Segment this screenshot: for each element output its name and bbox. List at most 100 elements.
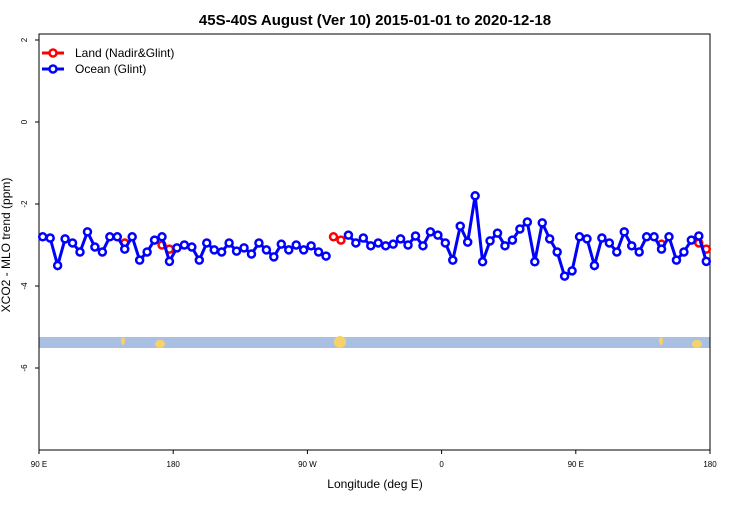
data-point <box>343 230 354 240</box>
data-point <box>45 233 55 243</box>
data-point <box>686 235 697 245</box>
data-point <box>194 255 205 265</box>
data-point <box>388 239 398 249</box>
data-point <box>209 245 219 255</box>
y-tick-label: -6 <box>20 364 29 372</box>
y-tick-label: 2 <box>20 37 29 42</box>
data-point <box>75 247 85 257</box>
data-point <box>418 241 428 251</box>
data-point <box>298 245 309 255</box>
data-point <box>52 260 63 271</box>
data-point <box>306 241 316 251</box>
data-point <box>641 232 652 242</box>
data-point <box>216 247 227 257</box>
data-point <box>492 228 503 238</box>
x-tick-label: 90 W <box>298 460 317 469</box>
data-point <box>694 231 704 241</box>
data-point <box>134 255 145 265</box>
data-point <box>462 237 473 247</box>
data-point <box>395 234 406 244</box>
data-point <box>261 245 272 255</box>
data-point <box>112 232 123 242</box>
data-point <box>448 255 458 265</box>
data-point <box>582 234 592 244</box>
data-point <box>67 238 78 248</box>
land-patch <box>155 340 165 348</box>
legend-marker <box>48 64 58 74</box>
land-patch <box>334 336 346 348</box>
data-point <box>82 227 93 237</box>
y-tick-label: -2 <box>20 200 29 208</box>
data-point <box>90 242 100 252</box>
data-point <box>574 232 585 242</box>
data-point <box>366 241 376 251</box>
chart-title: 45S-40S August (Ver 10) 2015-01-01 to 20… <box>199 12 551 29</box>
data-point <box>142 247 152 257</box>
data-point <box>664 232 674 242</box>
data-point <box>552 247 562 257</box>
data-point <box>589 260 600 271</box>
data-point <box>567 266 577 276</box>
data-point <box>485 236 495 246</box>
data-point <box>231 246 242 256</box>
data-point <box>671 255 682 265</box>
data-point <box>239 243 249 253</box>
x-tick-label: 180 <box>167 460 181 469</box>
data-point <box>336 235 346 245</box>
data-point <box>425 227 436 237</box>
data-point <box>373 238 383 248</box>
data-point <box>321 251 331 261</box>
data-point <box>313 247 324 257</box>
data-point <box>127 232 137 242</box>
data-point <box>537 218 547 228</box>
data-point <box>433 230 443 240</box>
data-point <box>403 240 413 250</box>
data-point <box>500 241 510 251</box>
data-point <box>187 242 197 252</box>
data-point <box>559 271 570 281</box>
data-point <box>269 252 279 262</box>
data-point <box>515 224 525 234</box>
data-point <box>612 247 622 257</box>
y-axis-label: XCO2 - MLO trend (ppm) <box>0 178 13 313</box>
data-point <box>522 217 533 227</box>
data-point <box>597 233 607 243</box>
data-point <box>410 231 421 241</box>
data-point <box>97 247 108 257</box>
data-point <box>149 235 160 245</box>
data-point <box>440 238 451 248</box>
data-point <box>328 232 339 242</box>
data-point <box>164 256 175 267</box>
legend-marker <box>48 48 58 58</box>
data-point <box>202 238 212 248</box>
data-point <box>284 245 294 255</box>
data-point <box>455 221 465 231</box>
data-point <box>701 256 712 267</box>
data-point <box>351 238 361 248</box>
data-point <box>619 227 630 237</box>
data-point <box>179 240 190 250</box>
data-point <box>634 247 644 257</box>
data-point <box>60 234 70 244</box>
data-point <box>246 249 257 259</box>
data-point <box>172 243 182 253</box>
data-point <box>530 257 540 267</box>
data-point <box>224 238 234 248</box>
x-tick-label: 180 <box>703 460 717 469</box>
x-tick-label: 0 <box>439 460 444 469</box>
x-axis-label: Longitude (deg E) <box>327 477 422 491</box>
data-point <box>291 240 301 250</box>
data-point <box>544 234 555 244</box>
legend-label: Land (Nadir&Glint) <box>75 46 174 60</box>
land-patch <box>121 337 125 345</box>
data-point <box>507 235 518 245</box>
data-point <box>649 232 659 242</box>
data-point <box>604 238 615 248</box>
data-point <box>37 232 48 242</box>
plot-frame <box>38 33 711 451</box>
data-point <box>679 247 689 257</box>
data-point <box>470 191 480 201</box>
y-tick-label: 0 <box>20 119 29 124</box>
x-tick-label: 90 E <box>568 460 584 469</box>
